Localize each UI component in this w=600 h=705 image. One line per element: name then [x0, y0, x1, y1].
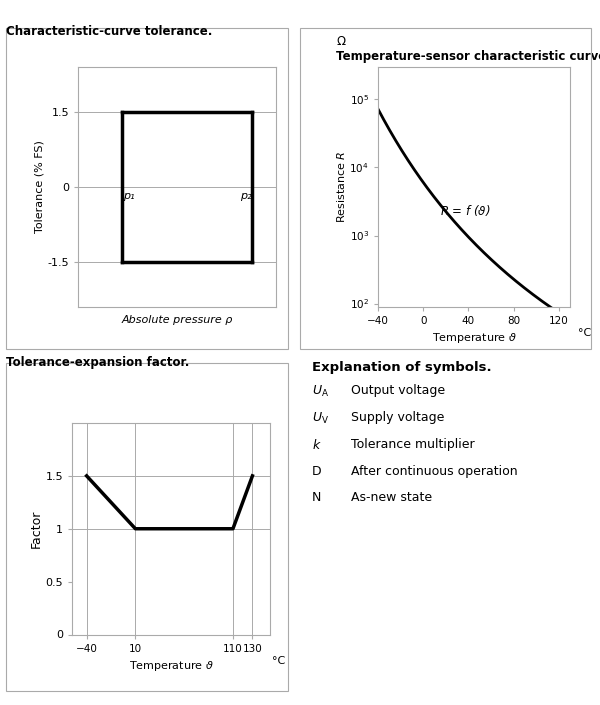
- Text: As-new state: As-new state: [351, 491, 432, 504]
- Text: Tolerance multiplier: Tolerance multiplier: [351, 438, 475, 450]
- Text: Tolerance-expansion factor.: Tolerance-expansion factor.: [6, 356, 190, 369]
- Text: Supply voltage: Supply voltage: [351, 411, 445, 424]
- Text: N: N: [312, 491, 322, 504]
- Text: $k$: $k$: [312, 438, 322, 452]
- Text: $U_\mathrm{V}$: $U_\mathrm{V}$: [312, 411, 329, 426]
- Text: Characteristic-curve tolerance.: Characteristic-curve tolerance.: [6, 25, 212, 37]
- Y-axis label: Tolerance (% FS): Tolerance (% FS): [35, 140, 44, 233]
- Text: °C: °C: [578, 329, 591, 338]
- Text: p₂: p₂: [239, 191, 251, 201]
- Text: Explanation of symbols.: Explanation of symbols.: [312, 361, 491, 374]
- Y-axis label: Resistance $R$: Resistance $R$: [335, 150, 347, 223]
- Text: $\Omega$: $\Omega$: [336, 35, 346, 48]
- Text: p₁: p₁: [122, 191, 134, 201]
- Y-axis label: Factor: Factor: [29, 510, 43, 548]
- X-axis label: Absolute pressure ρ: Absolute pressure ρ: [121, 315, 233, 325]
- Text: Temperature-sensor characteristic curve.: Temperature-sensor characteristic curve.: [336, 50, 600, 63]
- X-axis label: Temperature $\vartheta$: Temperature $\vartheta$: [128, 659, 214, 673]
- Text: After continuous operation: After continuous operation: [351, 465, 518, 477]
- Text: Output voltage: Output voltage: [351, 384, 445, 397]
- Text: $U_\mathrm{A}$: $U_\mathrm{A}$: [312, 384, 329, 399]
- Text: D: D: [312, 465, 322, 477]
- X-axis label: Temperature $\vartheta$: Temperature $\vartheta$: [431, 331, 517, 345]
- Text: °C: °C: [272, 656, 285, 666]
- Text: $R$ = f ($\vartheta$): $R$ = f ($\vartheta$): [440, 203, 491, 218]
